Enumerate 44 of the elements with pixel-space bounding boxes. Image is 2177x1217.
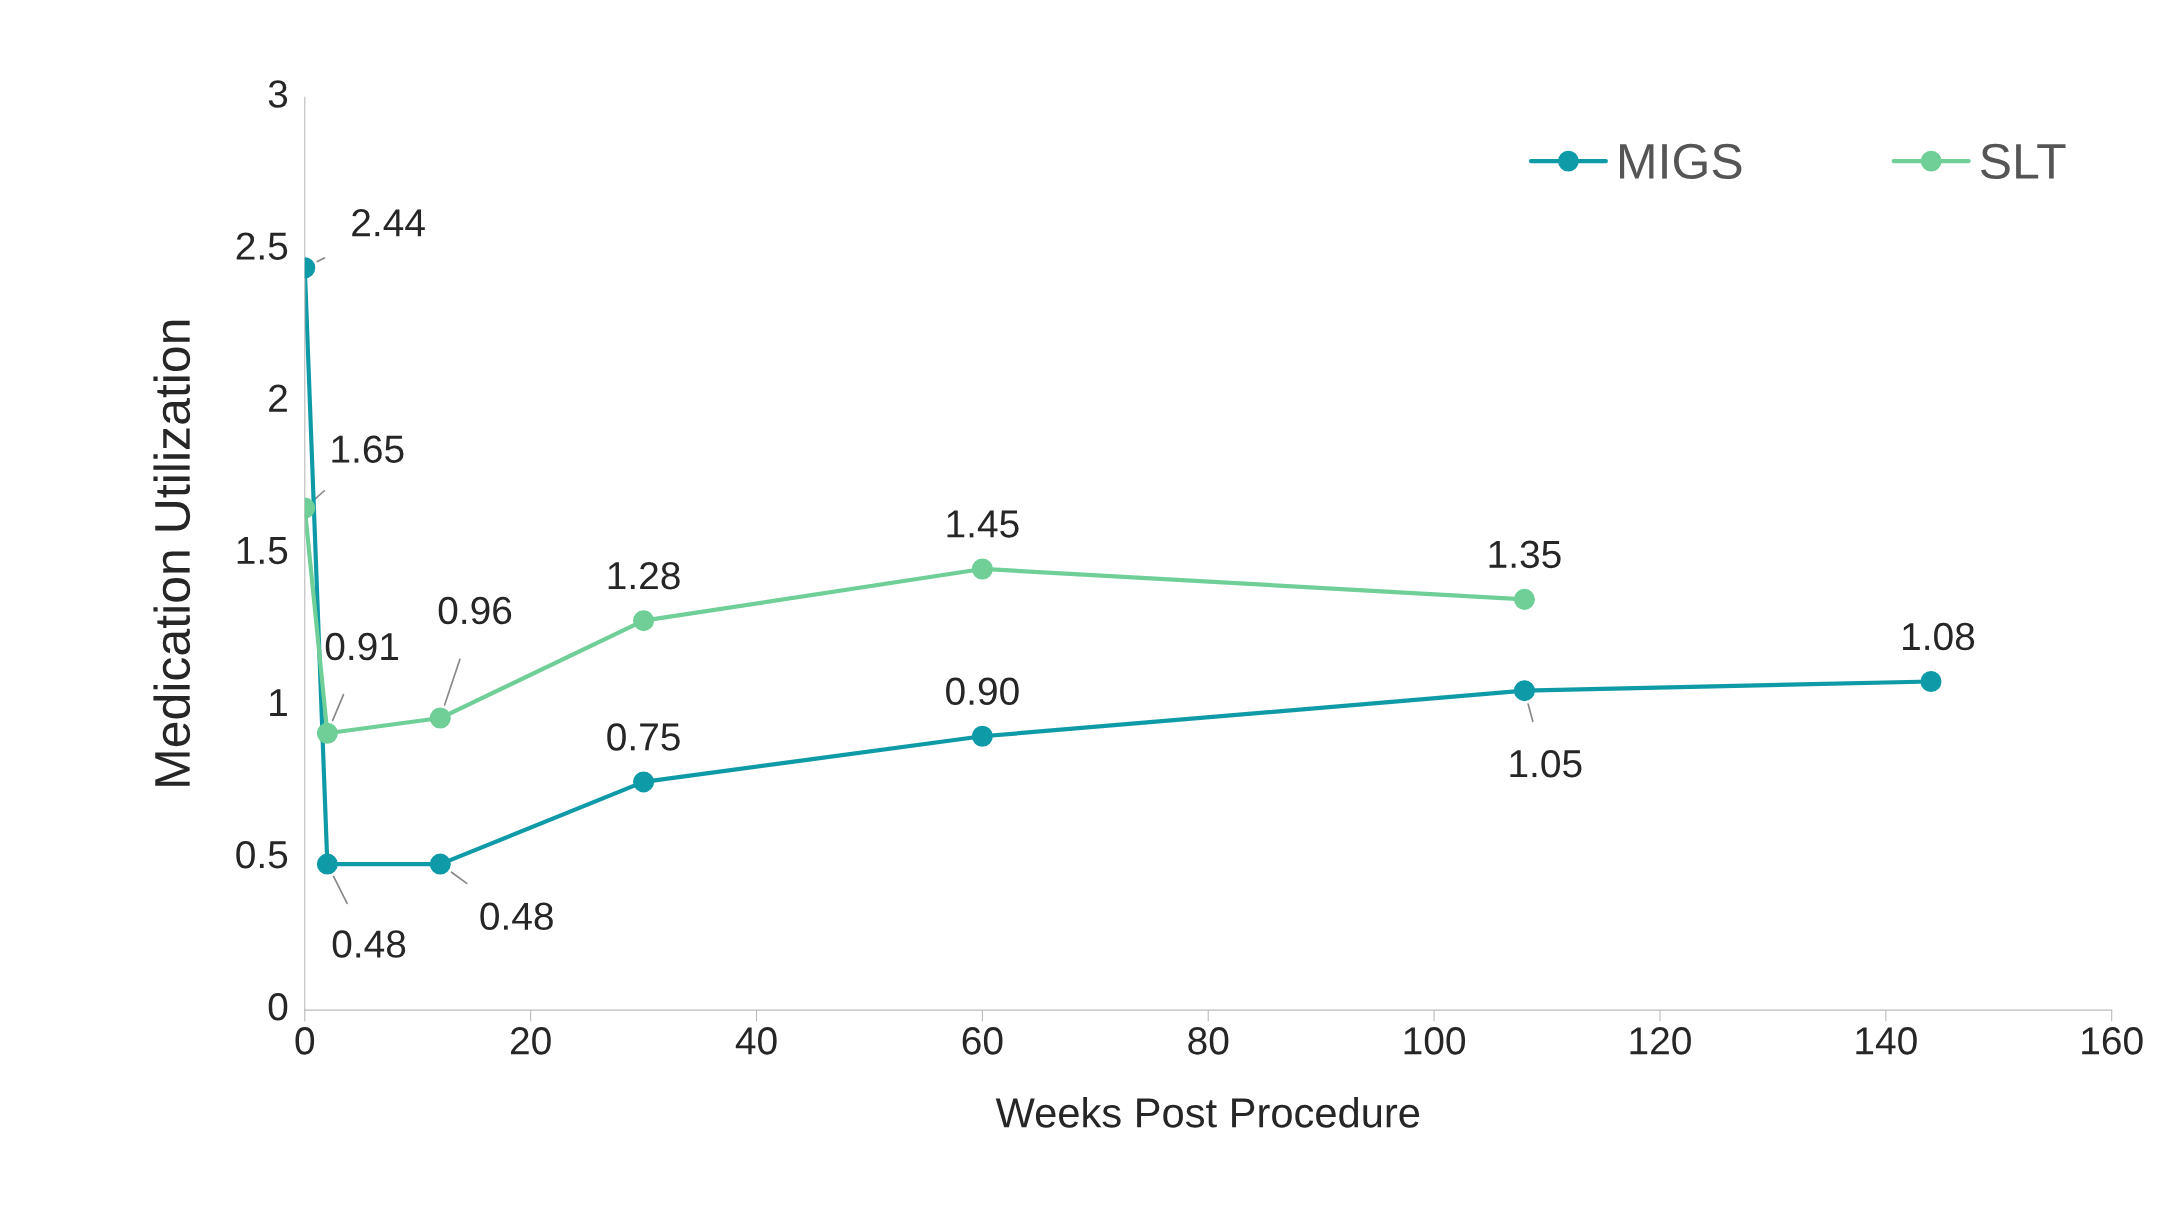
legend-label: MIGS <box>1620 143 1742 180</box>
data-label: 1.28 <box>608 561 680 590</box>
point <box>971 725 993 747</box>
point <box>1513 680 1535 702</box>
point <box>971 558 993 580</box>
data-label: 1.65 <box>332 435 404 463</box>
point <box>633 610 655 632</box>
point <box>1513 588 1535 610</box>
data-label: 0.75 <box>607 723 680 751</box>
y-tick-label: 3 <box>268 80 288 108</box>
data-label: 1.08 <box>1903 622 1975 651</box>
legend-label: SLT <box>1980 143 2066 180</box>
data-label: 1.45 <box>947 510 1019 538</box>
y-tick-label: 2.5 <box>236 232 288 260</box>
x-tick-label: 60 <box>962 1027 1003 1055</box>
data-label: 0.48 <box>480 902 553 931</box>
data-label: 0.96 <box>438 596 512 625</box>
data-label: 1.05 <box>1510 749 1582 778</box>
x-tick-label: 0 <box>295 1027 315 1055</box>
y-tick-label: 0 <box>268 993 288 1021</box>
point <box>316 722 338 744</box>
x-tick-label: 120 <box>1630 1027 1691 1055</box>
y-tick-label: 1 <box>270 689 287 716</box>
data-label: 1.35 <box>1489 540 1561 569</box>
data-label: 0.48 <box>332 930 406 958</box>
y-axis-title: Medication Utilization <box>153 320 191 786</box>
x-axis-title: Weeks Post Procedure <box>995 1097 1420 1128</box>
y-tick-label: 1.5 <box>237 537 288 565</box>
point <box>316 853 338 875</box>
x-tick-label: 100 <box>1404 1027 1466 1055</box>
x-tick-label: 20 <box>510 1027 551 1055</box>
x-tick-label: 140 <box>1856 1027 1917 1055</box>
x-tick-label: 40 <box>735 1027 777 1055</box>
x-tick-label: 160 <box>2082 1027 2143 1055</box>
data-label: 0.90 <box>946 677 1019 706</box>
data-label: 2.44 <box>352 208 425 237</box>
point <box>429 707 451 729</box>
data-label: 0.91 <box>325 632 399 661</box>
point <box>429 853 451 875</box>
x-tick-label: 80 <box>1188 1027 1229 1055</box>
y-tick-label: 2 <box>269 384 287 412</box>
y-tick-label: 0.5 <box>236 840 288 869</box>
point <box>633 771 655 793</box>
point <box>1920 671 1942 693</box>
